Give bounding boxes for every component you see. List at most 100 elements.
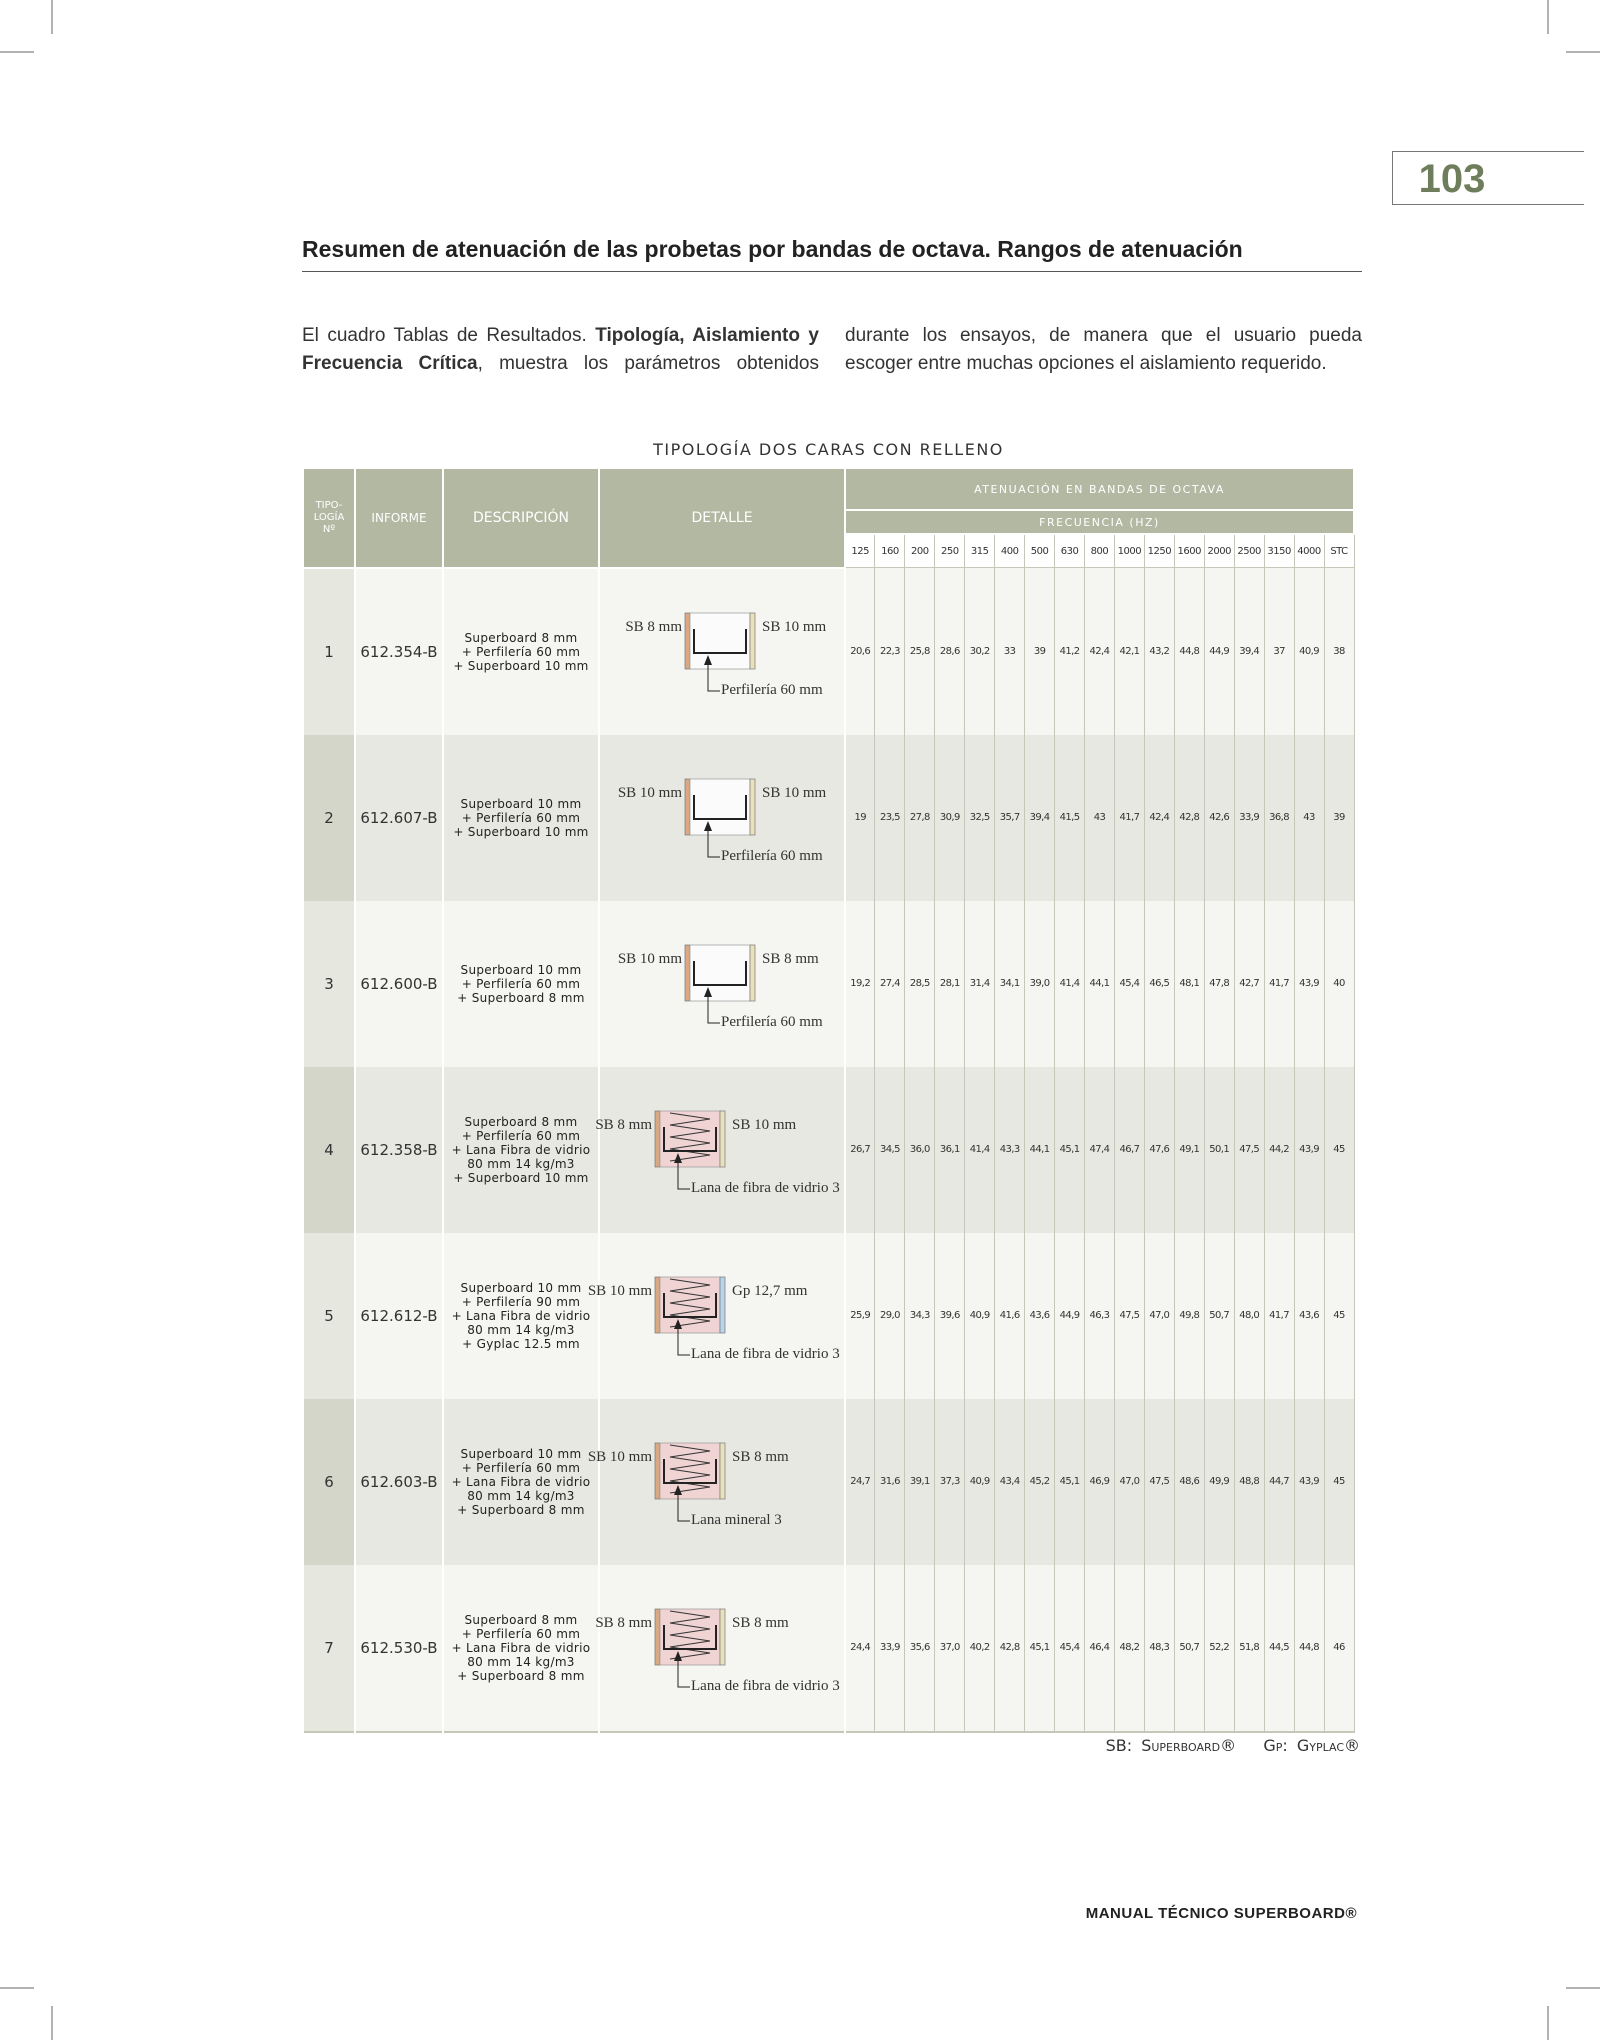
detail-label: SB 8 mm bbox=[625, 618, 682, 635]
stud bbox=[663, 1126, 717, 1152]
value-cell: 48,2 bbox=[1113, 1564, 1145, 1732]
informe-cell: 612.600-B bbox=[354, 900, 444, 1067]
value-cell: 29,0 bbox=[874, 1232, 906, 1399]
value-cell: 42,6 bbox=[1203, 734, 1235, 901]
band-header: 1600 bbox=[1173, 533, 1205, 568]
band-header: 400 bbox=[994, 533, 1026, 568]
value-cell: 41,7 bbox=[1263, 1232, 1295, 1399]
table-row: 5 612.612-B Superboard 10 mm + Perfilería … bbox=[302, 1232, 1355, 1399]
value-cell: 33 bbox=[994, 567, 1026, 735]
arrow bbox=[674, 1484, 682, 1495]
value-cell: 42,4 bbox=[1084, 567, 1115, 735]
detalle-cell: SB 8 mm SB 8 mm Lana de fibra de vidrio 3 bbox=[595, 1564, 846, 1732]
detail-label: Perfilería 60 mm bbox=[721, 681, 823, 698]
board-right bbox=[719, 1608, 726, 1665]
value-cell: 45,4 bbox=[1054, 1564, 1085, 1732]
value-cell: 39 bbox=[1323, 734, 1355, 901]
table-row: 7 612.530-B Superboard 8 mm + Perfilería 6… bbox=[302, 1564, 1355, 1732]
header-cell: TIPO- LOGÍA Nº bbox=[302, 467, 356, 569]
arrow bbox=[704, 820, 712, 831]
detail-drawing: SB 8 mm SB 10 mm Lana de fibra de vidrio 3 bbox=[595, 1075, 844, 1225]
detail-label: SB 8 mm bbox=[732, 1614, 789, 1631]
board-left bbox=[654, 1110, 661, 1167]
stud bbox=[693, 794, 747, 820]
detail-label: SB 10 mm bbox=[762, 618, 827, 635]
value-cell: 52,2 bbox=[1203, 1564, 1235, 1732]
value-cell: 43,9 bbox=[1293, 1398, 1325, 1565]
informe-cell: 612.530-B bbox=[354, 1564, 444, 1732]
tipologia-cell: 3 bbox=[302, 900, 356, 1067]
insulation bbox=[669, 1112, 711, 1161]
band-header: 1000 bbox=[1113, 533, 1145, 568]
board-left bbox=[684, 612, 691, 669]
value-cell: 19 bbox=[844, 734, 876, 901]
tipologia-cell: 7 bbox=[302, 1564, 356, 1732]
value-cell: 33,9 bbox=[1233, 734, 1265, 901]
descripcion-cell: Superboard 8 mm + Perfilería 60 mm + Sup… bbox=[442, 567, 600, 735]
cavity bbox=[689, 944, 751, 1001]
cavity bbox=[659, 1276, 721, 1333]
band-header: 500 bbox=[1024, 533, 1056, 568]
value-cell: 41,4 bbox=[964, 1066, 996, 1233]
cavity bbox=[659, 1608, 721, 1665]
header-cell: ATENUACIÓN EN BANDAS DE OCTAVA bbox=[844, 467, 1355, 511]
value-cell: 30,9 bbox=[934, 734, 966, 901]
board-right bbox=[719, 1276, 726, 1333]
board-right bbox=[749, 778, 756, 835]
value-cell: 40,9 bbox=[1293, 567, 1325, 735]
arrow bbox=[704, 986, 712, 997]
value-cell: 37 bbox=[1263, 567, 1295, 735]
value-cell: 42,8 bbox=[994, 1564, 1026, 1732]
value-cell: 32,5 bbox=[964, 734, 996, 901]
tipologia-cell: 6 bbox=[302, 1398, 356, 1565]
value-cell: 50,7 bbox=[1203, 1232, 1235, 1399]
value-cell: 31,6 bbox=[874, 1398, 906, 1565]
tipologia-cell: 4 bbox=[302, 1066, 356, 1233]
value-cell: 42,1 bbox=[1113, 567, 1145, 735]
heading: Resumen de atenuación de las probetas po… bbox=[302, 236, 1362, 272]
band-header: 160 bbox=[874, 533, 906, 568]
value-cell: 42,8 bbox=[1173, 734, 1205, 901]
cavity bbox=[689, 612, 751, 669]
stud bbox=[663, 1292, 717, 1318]
page-number: 103 bbox=[1418, 157, 1486, 201]
detalle-cell: SB 10 mm SB 8 mm Perfilería 60 mm bbox=[598, 900, 846, 1067]
value-cell: 31,4 bbox=[964, 900, 996, 1067]
value-cell: 47,5 bbox=[1233, 1066, 1265, 1233]
value-cell: 49,8 bbox=[1173, 1232, 1205, 1399]
value-cell: 39,0 bbox=[1024, 900, 1056, 1067]
insulation bbox=[669, 1444, 711, 1493]
board-left bbox=[684, 778, 691, 835]
insulation bbox=[669, 1278, 711, 1327]
band-header: 125 bbox=[844, 533, 876, 568]
value-cell: 43 bbox=[1084, 734, 1115, 901]
value-cell: 37,0 bbox=[934, 1564, 966, 1732]
band-header: 250 bbox=[934, 533, 966, 568]
value-cell: 46,3 bbox=[1084, 1232, 1115, 1399]
value-cell: 45,1 bbox=[1024, 1564, 1056, 1732]
band-header: 1250 bbox=[1143, 533, 1175, 568]
value-cell: 43,9 bbox=[1293, 900, 1325, 1067]
detail-label: Perfilería 60 mm bbox=[721, 847, 823, 864]
footnote-item: Gp: Gyplac® bbox=[1263, 1736, 1360, 1755]
value-cell: 24,7 bbox=[844, 1398, 876, 1565]
value-cell: 45,1 bbox=[1054, 1066, 1085, 1233]
value-cell: 36,8 bbox=[1263, 734, 1295, 901]
tipologia-cell: 1 bbox=[302, 567, 356, 735]
wall-section bbox=[684, 778, 756, 857]
leader bbox=[677, 1486, 690, 1521]
value-cell: 45 bbox=[1323, 1398, 1355, 1565]
value-cell: 39,1 bbox=[904, 1398, 936, 1565]
value-cell: 49,9 bbox=[1203, 1398, 1235, 1565]
table-row: 6 612.603-B Superboard 10 mm + Perfilería … bbox=[302, 1398, 1355, 1565]
cavity bbox=[659, 1442, 721, 1499]
detail-label: SB 8 mm bbox=[595, 1116, 652, 1133]
detalle-cell: SB 8 mm SB 10 mm Perfilería 60 mm bbox=[598, 567, 846, 735]
value-cell: 40,9 bbox=[964, 1232, 996, 1399]
descripcion-cell: Superboard 10 mm + Perfilería 60 mm + La… bbox=[442, 1398, 600, 1565]
value-cell: 39,6 bbox=[934, 1232, 966, 1399]
detail-label: Perfilería 60 mm bbox=[721, 1013, 823, 1030]
detail-label: Lana mineral 3 bbox=[691, 1511, 782, 1528]
